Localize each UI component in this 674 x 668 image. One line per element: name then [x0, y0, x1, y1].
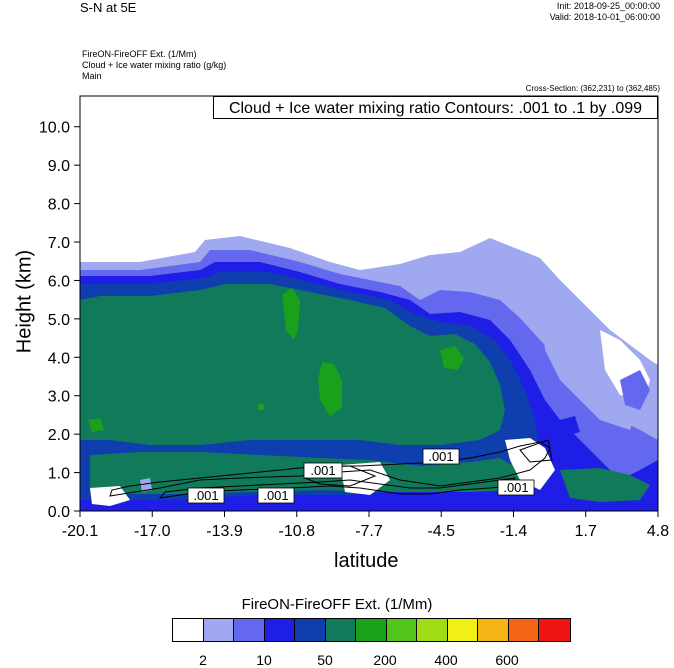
x-axis: -20.1 -17.0 -13.9 -10.8 -7.7 -4.5 -1.4 1.7 4.8: [62, 511, 669, 540]
contour-variable: Cloud + Ice water mixing ratio (g/kg): [82, 60, 227, 70]
y-tick-label: 1.0: [48, 466, 70, 483]
contour-info-box: Cloud + Ice water mixing ratio Contours:…: [213, 96, 658, 119]
y-tick-label: 2.0: [48, 427, 70, 444]
colorbar-swatch: [478, 619, 509, 641]
y-tick-label: 9.0: [48, 158, 70, 175]
y-tick-label: 0.0: [48, 504, 70, 521]
x-tick-label: -10.8: [279, 523, 316, 540]
domain-label: Main: [82, 71, 102, 81]
y-tick-label: 5.0: [48, 312, 70, 329]
fill-level-teal: [80, 284, 505, 445]
cross-section-info: Cross-Section: (362,231) to (362,485): [525, 84, 660, 93]
colorbar-swatch: [325, 619, 356, 641]
x-tick-label: -4.5: [427, 523, 455, 540]
colorbar-tick-label: 200: [373, 652, 397, 668]
x-tick-label: 1.7: [575, 523, 597, 540]
y-tick-label: 7.0: [48, 235, 70, 252]
colorbar-tick-label: 10: [256, 652, 272, 668]
x-tick-label: -20.1: [62, 523, 99, 540]
contour-label: .001: [187, 487, 225, 504]
colorbar-swatch: [508, 619, 539, 641]
fill-level-green: [282, 288, 300, 340]
contour-label: .001: [422, 448, 460, 465]
plot-title: S-N at 5E: [80, 0, 137, 15]
colorbar-tick-label: 2: [199, 652, 207, 668]
contour-label: .001: [303, 462, 343, 479]
svg-text:.001: .001: [193, 488, 218, 503]
colorbar-swatch: [539, 619, 570, 641]
colorbar-swatch: [295, 619, 326, 641]
colorbar-title: FireON-FireOFF Ext. (1/Mm): [241, 596, 433, 613]
init-valid-info: Init: 2018-09-25_00:00:00 Valid: 2018-10…: [550, 1, 660, 23]
x-axis-label: latitude: [334, 550, 399, 572]
x-tick-label: -17.0: [134, 523, 171, 540]
colorbar-swatch: [264, 619, 295, 641]
y-tick-label: 8.0: [48, 197, 70, 214]
filled-contours: [80, 96, 658, 511]
contour-label: .001: [497, 479, 535, 496]
colorbar: [172, 618, 571, 642]
y-axis: 0.0 1.0 2.0 3.0 4.0 5.0 6.0 7.0 8.0 9.0 10.0: [39, 120, 80, 521]
colorbar-tick-label: 50: [317, 652, 333, 668]
fill-variable: FireON-FireOFF Ext. (1/Mm): [82, 49, 197, 59]
colorbar-tick-label: 400: [434, 652, 458, 668]
valid-time: Valid: 2018-10-01_06:00:00: [549, 12, 660, 22]
colorbar-swatch: [447, 619, 478, 641]
contour-label-group: .001 .001 .001 .001 .001: [187, 448, 535, 504]
x-tick-label: 4.8: [647, 523, 669, 540]
x-tick-label: -7.7: [355, 523, 383, 540]
svg-text:.001: .001: [503, 480, 528, 495]
x-tick-label: -13.9: [206, 523, 243, 540]
contour-label: .001: [257, 487, 295, 504]
y-tick-label: 3.0: [48, 389, 70, 406]
variable-info: FireON-FireOFF Ext. (1/Mm) Cloud + Ice w…: [82, 49, 226, 82]
colorbar-swatch: [234, 619, 265, 641]
y-tick-label: 6.0: [48, 273, 70, 290]
colorbar-swatch: [356, 619, 387, 641]
svg-text:.001: .001: [263, 488, 288, 503]
colorbar-swatch: [203, 619, 234, 641]
init-time: Init: 2018-09-25_00:00:00: [556, 1, 660, 11]
svg-text:.001: .001: [310, 463, 335, 478]
y-axis-label: Height (km): [13, 249, 36, 354]
svg-text:.001: .001: [428, 449, 453, 464]
colorbar-tick-label: 600: [495, 652, 519, 668]
colorbar-swatch: [386, 619, 417, 641]
y-tick-label: 4.0: [48, 350, 70, 367]
colorbar-swatch: [173, 619, 204, 641]
colorbar-swatch: [417, 619, 448, 641]
x-tick-label: -1.4: [500, 523, 528, 540]
y-tick-label: 10.0: [39, 120, 70, 137]
